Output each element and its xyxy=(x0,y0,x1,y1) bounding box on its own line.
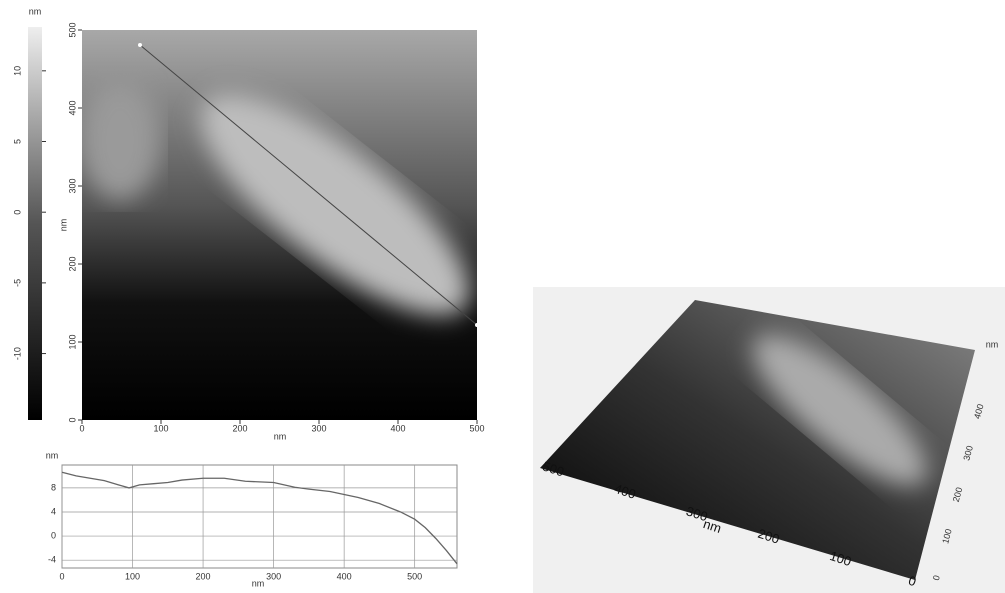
scan-start xyxy=(138,43,142,47)
x-axis-label: nm xyxy=(274,431,287,441)
y-tick-label: 500 xyxy=(67,22,77,37)
x-tick-label: 500 xyxy=(407,571,422,581)
x-tick-label: 300 xyxy=(311,423,326,433)
colorbar-tick-label: 10 xyxy=(12,66,22,76)
y-tick-label: 0 xyxy=(51,530,56,540)
x-tick-label: 100 xyxy=(153,423,168,433)
colorbar-tick-label: 0 xyxy=(12,210,22,215)
y-tick-label: 100 xyxy=(67,334,77,349)
y-axis-label: nm xyxy=(58,219,68,232)
colorbar-tick-label: -5 xyxy=(12,279,22,287)
x-tick-label: 500 xyxy=(469,423,484,433)
colorbar-tick-label: -10 xyxy=(12,347,22,360)
y-tick-label: 200 xyxy=(67,256,77,271)
y-tick-label: 8 xyxy=(51,482,56,492)
colorbar-tick-label: 5 xyxy=(12,139,22,144)
x-tick-label: 200 xyxy=(196,571,211,581)
profile-y-label: nm xyxy=(46,450,59,460)
profile-x-label: nm xyxy=(252,578,265,588)
y-tick-label: 0 xyxy=(67,417,77,422)
x-tick-label: 0 xyxy=(79,423,84,433)
x-tick-label: 300 xyxy=(266,571,281,581)
particle-shadow xyxy=(80,80,160,200)
scan-end xyxy=(475,323,479,327)
y-tick-label: 400 xyxy=(67,100,77,115)
x-tick-label: 100 xyxy=(125,571,140,581)
y-tick-label: -4 xyxy=(48,555,56,565)
x-tick-label: 0 xyxy=(59,571,64,581)
x-tick-label: 400 xyxy=(337,571,352,581)
colorbar xyxy=(28,27,42,420)
y-tick-label: 300 xyxy=(67,178,77,193)
x-tick-label: 400 xyxy=(390,423,405,433)
y3d-unit: nm xyxy=(986,339,999,349)
figure: nm nm nm nm nm nm nm 1050-5-100100200300… xyxy=(0,0,1005,593)
colorbar-unit: nm xyxy=(29,6,42,16)
y-tick-label: 4 xyxy=(51,506,56,516)
x-tick-label: 200 xyxy=(232,423,247,433)
profile-frame xyxy=(62,465,457,568)
